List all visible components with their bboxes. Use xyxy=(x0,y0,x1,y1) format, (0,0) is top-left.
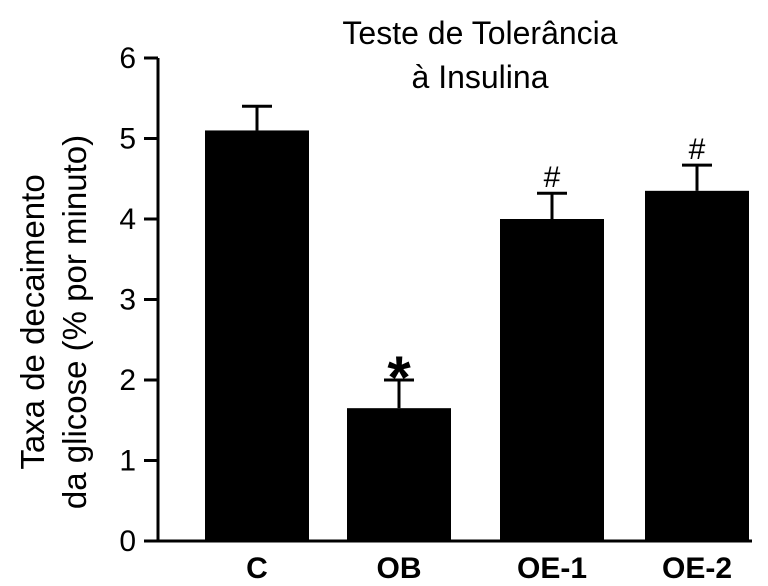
x-tick-label: OE-2 xyxy=(662,552,732,585)
significance-annotation: * xyxy=(387,344,411,411)
bar xyxy=(205,130,309,541)
x-tick-label: OE-1 xyxy=(517,552,587,585)
bar xyxy=(645,190,749,541)
x-axis: C OB OE-1 OE-2 xyxy=(158,539,752,585)
y-tick-label: 4 xyxy=(119,203,136,236)
bar xyxy=(500,219,604,541)
y-tick-label: 6 xyxy=(119,42,136,75)
bars: * # # xyxy=(205,104,749,541)
y-axis-label-line-2: da glicose (% por minuto) xyxy=(56,135,93,509)
x-tick-label: C xyxy=(246,552,268,585)
y-tick-label: 1 xyxy=(119,445,136,478)
chart-title: Teste de Tolerância à Insulina xyxy=(342,15,617,95)
y-tick-label: 3 xyxy=(119,284,136,317)
significance-annotation: # xyxy=(544,161,561,194)
y-tick-label: 0 xyxy=(119,525,136,558)
bar xyxy=(347,408,451,541)
chart-title-line-2: à Insulina xyxy=(412,59,549,95)
y-axis-label-line-1: Taxa de decaimento xyxy=(14,174,51,469)
y-axis-label: Taxa de decaimento da glicose (% por min… xyxy=(14,135,93,509)
chart-title-line-1: Teste de Tolerância xyxy=(342,15,617,51)
significance-annotation: # xyxy=(689,133,706,166)
y-tick-label: 2 xyxy=(119,364,136,397)
y-axis: 0 1 2 3 4 5 6 xyxy=(119,42,160,558)
y-tick-label: 5 xyxy=(119,123,136,156)
x-tick-label: OB xyxy=(377,552,422,585)
